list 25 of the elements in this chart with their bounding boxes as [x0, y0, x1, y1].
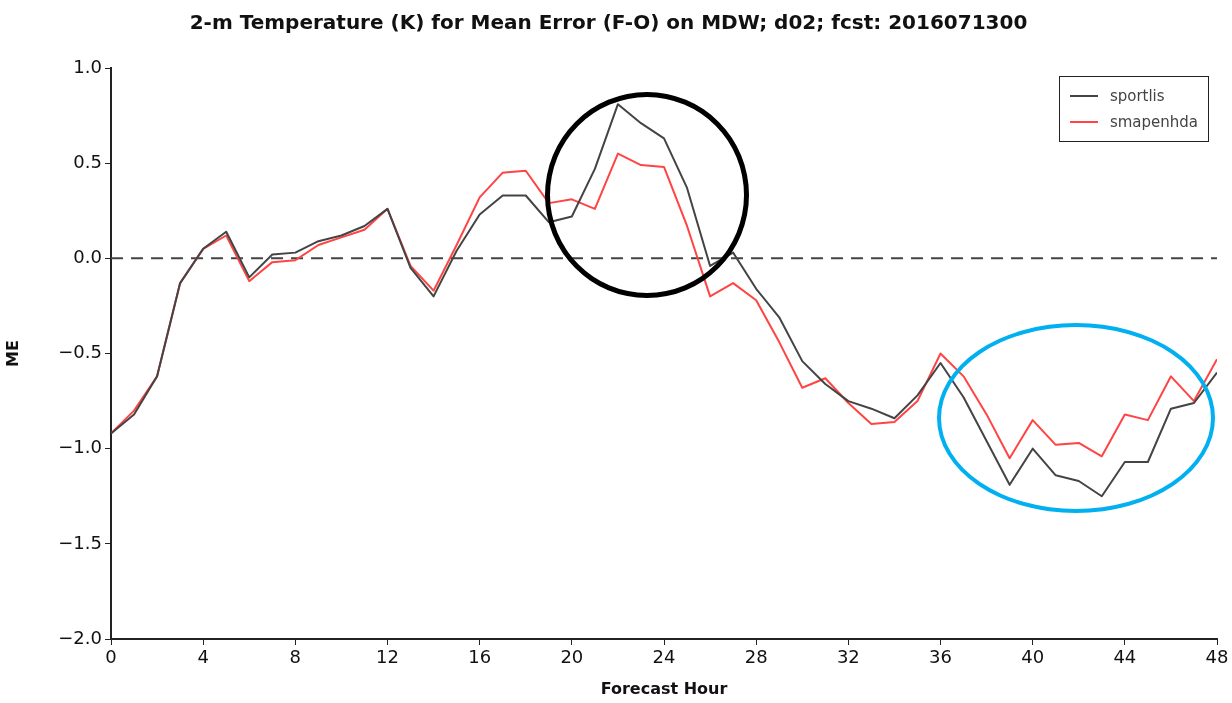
- x-tick-label: 16: [468, 646, 492, 668]
- x-tick-label: 36: [929, 646, 952, 668]
- x-tick-label: 8: [289, 646, 302, 668]
- y-tick-label: 0.0: [73, 246, 102, 268]
- x-tick-label: 44: [1113, 646, 1137, 668]
- x-tick-label: 20: [560, 646, 584, 668]
- x-tick-label: 12: [376, 646, 399, 668]
- x-tick-label: 4: [197, 646, 209, 668]
- x-tick-label: 0: [105, 646, 117, 668]
- y-tick-label: −1.0: [58, 436, 102, 458]
- chart-title: 2-m Temperature (K) for Mean Error (F-O) on MDW; d02; fcst: 2016071300: [189, 10, 1028, 35]
- y-tick-label: −1.5: [58, 531, 102, 553]
- x-axis-title: Forecast Hour: [600, 678, 728, 698]
- x-tick-label: 32: [836, 646, 860, 668]
- y-tick-label: −2.0: [58, 626, 102, 648]
- x-tick-label: 48: [1205, 646, 1229, 668]
- legend-label: smapenhda: [1109, 112, 1198, 133]
- y-axis-title: ME: [2, 340, 22, 367]
- x-tick-label: 28: [744, 646, 768, 668]
- y-tick-label: −0.5: [58, 341, 102, 363]
- x-tick-label: 40: [1021, 646, 1045, 668]
- legend-label: sportlis: [1109, 86, 1165, 107]
- y-tick-label: 1.0: [73, 55, 102, 77]
- y-tick-label: 0.5: [73, 150, 102, 172]
- x-tick-label: 24: [652, 646, 676, 668]
